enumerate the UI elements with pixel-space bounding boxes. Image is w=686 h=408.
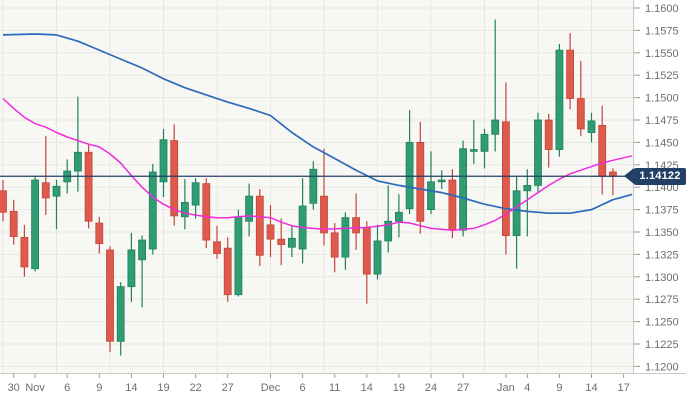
y-tick-label: 1.1525 — [645, 70, 679, 82]
y-tick-label: 1.1550 — [645, 48, 679, 60]
candle-body — [41, 182, 50, 199]
y-tick-label: 1.1250 — [645, 317, 679, 329]
candle-body — [544, 119, 553, 150]
candle-body — [191, 182, 200, 206]
ma-blue-line — [2, 33, 633, 215]
candle-body — [480, 133, 489, 152]
x-tick-label: 6 — [64, 382, 70, 394]
candle-body — [20, 236, 29, 268]
candle-body — [287, 237, 296, 248]
candle-body — [534, 119, 542, 186]
x-tick-label: Nov — [25, 382, 45, 394]
y-tick-label: 1.1300 — [645, 272, 679, 284]
x-tick-label: 9 — [556, 382, 562, 394]
candle-body — [223, 247, 232, 296]
candle-body — [501, 121, 510, 236]
x-tick-label: 9 — [96, 382, 102, 394]
y-tick-label: 1.1450 — [645, 137, 679, 149]
candle-body — [202, 183, 211, 241]
y-tick-label: 1.1350 — [645, 227, 679, 239]
x-tick-label: 22 — [189, 382, 201, 394]
x-tick-label: 14 — [125, 382, 137, 394]
candle-body — [84, 151, 93, 222]
candle-body — [523, 185, 532, 192]
candle-body — [277, 238, 286, 245]
y-tick-label: 1.1400 — [645, 182, 679, 194]
x-tick-label: 14 — [361, 382, 373, 394]
x-tick-label: 19 — [393, 382, 405, 394]
y-tick-label: 1.1500 — [645, 93, 679, 105]
candle-body — [31, 179, 40, 270]
candle-body — [405, 141, 414, 210]
candle-body — [245, 195, 254, 222]
y-tick-label: 1.1275 — [645, 294, 679, 306]
candle-body — [127, 249, 136, 288]
candle-body — [459, 148, 468, 231]
x-tick-label: 6 — [300, 382, 306, 394]
candle-body — [106, 249, 114, 342]
candle-body — [95, 222, 104, 245]
candle-body — [362, 227, 371, 275]
candle-body — [598, 124, 607, 177]
candle-body — [512, 190, 521, 236]
candle-body — [352, 217, 361, 234]
x-tick-label: 19 — [157, 382, 169, 394]
y-tick-label: 1.1325 — [645, 249, 679, 261]
x-tick-label: Jan — [497, 382, 515, 394]
candle-body — [373, 240, 382, 275]
candle-body — [138, 239, 147, 261]
x-tick-label: 30 — [8, 382, 20, 394]
candle-body — [394, 211, 403, 222]
x-tick-label: 17 — [617, 382, 629, 394]
candle-body — [213, 241, 221, 254]
candle-body — [255, 195, 264, 256]
x-tick-label: 4 — [524, 382, 530, 394]
candle-body — [341, 217, 350, 258]
candle-body — [320, 195, 328, 234]
x-tick-label: 27 — [457, 382, 469, 394]
x-tick-label: 11 — [329, 382, 340, 394]
candle-body — [566, 49, 574, 99]
y-tick-label: 1.1225 — [645, 339, 679, 351]
candle-body — [427, 181, 435, 211]
candle-body — [448, 179, 457, 231]
y-tick-label: 1.1575 — [645, 25, 679, 37]
ma-magenta-line — [2, 97, 633, 231]
x-tick-label: 27 — [222, 382, 234, 394]
candle-body — [0, 190, 7, 213]
x-tick-label: 14 — [585, 382, 597, 394]
x-tick-label: 24 — [425, 382, 437, 394]
candle-body — [266, 224, 275, 240]
candle-body — [170, 140, 179, 217]
candle-body — [437, 179, 446, 183]
candle-body — [587, 120, 596, 133]
current-price-label: 1.14122 — [624, 167, 686, 185]
y-tick-label: 1.1200 — [645, 361, 679, 373]
x-tick-label: Dec — [261, 382, 281, 394]
x-axis: 30 Nov 6 9 14 19 22 27 Dec 6 11 14 19 24 27 Jan 4 9 14 17 — [8, 374, 630, 394]
candle-body — [384, 220, 393, 242]
candle-body — [416, 141, 425, 222]
candle-body — [491, 119, 500, 135]
candles — [0, 19, 617, 356]
candle-body — [234, 216, 243, 296]
candle-body — [52, 185, 61, 197]
candle-body — [309, 168, 318, 204]
candle-body — [159, 139, 168, 183]
y-tick-label: 1.1600 — [645, 3, 679, 15]
y-tick-label: 1.1375 — [645, 205, 679, 217]
candle-body — [148, 171, 157, 250]
candle-body — [576, 98, 585, 130]
candle-body — [180, 202, 189, 218]
y-axis: 1.1600 1.1575 1.1550 1.1525 1.1500 1.1475 1.14… — [634, 3, 679, 373]
candle-body — [555, 49, 564, 150]
candle-body — [330, 232, 339, 258]
y-tick-label: 1.1475 — [645, 115, 679, 127]
candle-body — [116, 286, 125, 342]
candle-body — [74, 151, 82, 172]
candle-body — [9, 210, 18, 237]
candle-body — [469, 149, 478, 152]
